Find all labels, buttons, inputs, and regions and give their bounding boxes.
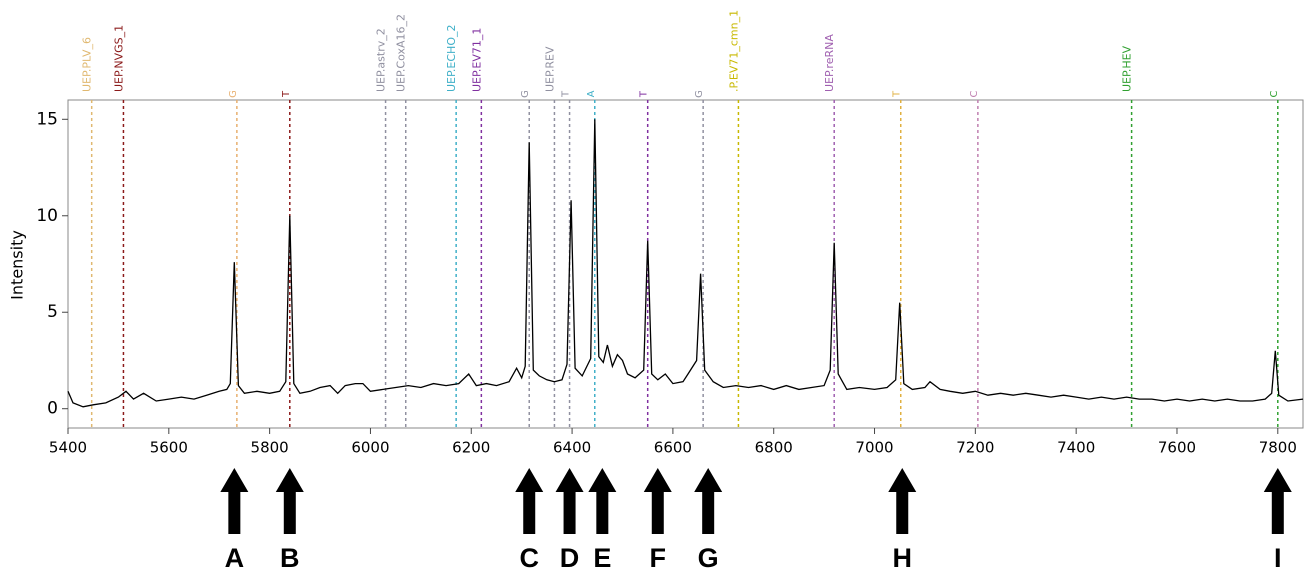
- arrow: [694, 468, 723, 534]
- x-tick-label: 7200: [956, 439, 994, 457]
- x-tick-label: 7000: [855, 439, 893, 457]
- plot-frame: [67, 99, 1304, 429]
- arrow-label: H: [893, 543, 913, 572]
- arrow: [643, 468, 672, 534]
- y-tick-label: 5: [47, 302, 58, 322]
- marker-label: A: [586, 90, 597, 97]
- arrow-label: D: [560, 543, 580, 572]
- marker-label: T: [892, 90, 903, 98]
- marker-label: UEP.REV: [543, 46, 556, 92]
- spectrum-line: [67, 119, 1304, 408]
- y-axis-label: Intensity: [8, 230, 27, 300]
- marker-label: UEP.CoxA16_2: [395, 14, 408, 92]
- x-tick-label: 5600: [150, 439, 188, 457]
- y-tick-label: 0: [47, 399, 58, 419]
- arrow: [888, 468, 917, 534]
- arrow: [275, 468, 304, 534]
- arrow-label: G: [698, 543, 719, 572]
- x-tick-label: 7800: [1259, 439, 1297, 457]
- x-tick-label: 6400: [553, 439, 591, 457]
- marker-label: C: [1269, 90, 1280, 97]
- marker-label: UEP.EV71_1: [470, 28, 483, 92]
- marker-label: UEP.HEV: [1121, 45, 1134, 92]
- marker-label: G: [228, 90, 239, 98]
- marker-label: G: [520, 90, 531, 98]
- marker-label: T: [281, 90, 292, 98]
- marker-label: UEP.ECHO_2: [445, 25, 458, 92]
- arrow: [1263, 468, 1292, 534]
- marker-label: .P.EV71_cmn_1: [727, 10, 740, 92]
- x-tick-label: 6200: [452, 439, 490, 457]
- arrow-label: B: [280, 543, 300, 572]
- arrow: [555, 468, 584, 534]
- y-tick-label: 15: [36, 109, 58, 129]
- arrow: [220, 468, 249, 534]
- y-tick-label: 10: [36, 206, 58, 226]
- x-tick-label: 7400: [1057, 439, 1095, 457]
- marker-label: UEP.reRNA: [823, 34, 836, 92]
- arrow: [588, 468, 617, 534]
- arrow-label: C: [519, 543, 539, 572]
- x-tick-label: 5400: [49, 439, 87, 457]
- marker-label: C: [969, 90, 980, 97]
- x-tick-label: 7600: [1158, 439, 1196, 457]
- x-tick-label: 6800: [755, 439, 793, 457]
- arrow-label: E: [593, 543, 611, 572]
- marker-label: UEP.NVGS_1: [112, 25, 125, 92]
- x-tick-label: 6600: [654, 439, 692, 457]
- marker-label: UEP.astrv_2: [375, 28, 388, 92]
- marker-label: T: [639, 90, 650, 98]
- x-tick-label: 5800: [251, 439, 289, 457]
- arrow-label: F: [650, 543, 667, 572]
- x-tick-label: 6000: [351, 439, 389, 457]
- arrow-label: A: [225, 543, 245, 572]
- marker-label: T: [561, 90, 572, 98]
- marker-label: G: [694, 90, 705, 98]
- arrow: [515, 468, 544, 534]
- arrow-label: I: [1274, 543, 1282, 572]
- marker-label: UEP.PLV_6: [81, 37, 94, 92]
